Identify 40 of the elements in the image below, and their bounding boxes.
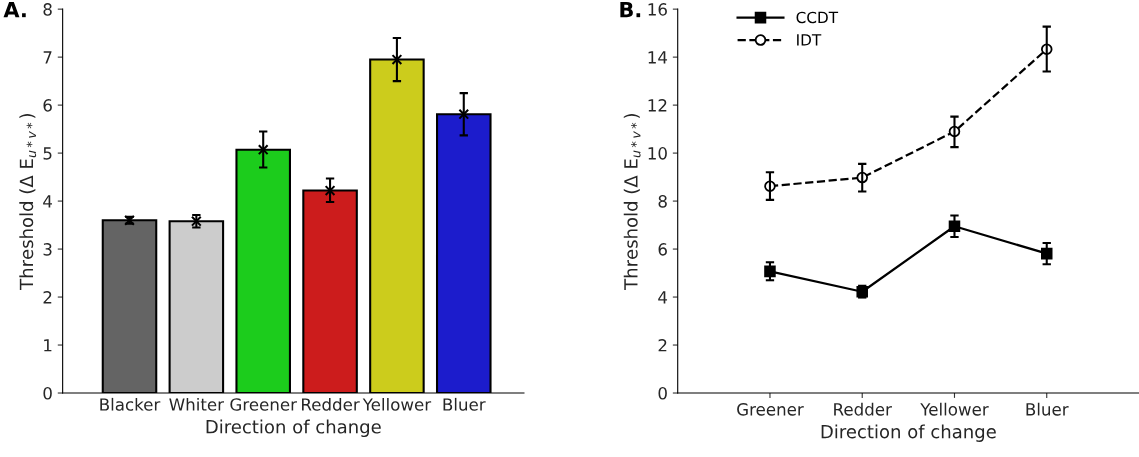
y-tick-label: 3 — [43, 243, 52, 256]
y-tick-label: 2 — [43, 291, 52, 304]
chart-title: A. — [3, 1, 26, 18]
chart-title: B. — [620, 1, 641, 18]
y-axis-title: Threshold (Δ E$_{u*v*}$) — [623, 114, 641, 290]
y-tick-label: 16 — [648, 3, 667, 16]
x-tick-label: Whiter — [169, 397, 225, 411]
x-tick-label: Yellower — [920, 402, 989, 416]
x-tick-label: Greener — [737, 403, 804, 416]
y-tick-label: 10 — [648, 147, 667, 160]
y-axis-title: Threshold (Δ E$_{u*v*}$) — [19, 114, 37, 290]
legend-label: IDT — [797, 34, 822, 46]
x-tick-label: Greener — [230, 398, 297, 411]
x-axis-title: Direction of change — [206, 419, 381, 438]
y-tick-label: 0 — [658, 386, 667, 400]
y-tick-label: 14 — [648, 51, 668, 64]
x-tick-label: Redder — [302, 397, 360, 411]
y-tick-label: 7 — [43, 51, 52, 64]
point — [458, 108, 470, 120]
y-tick-label: 4 — [43, 195, 52, 208]
x-tick-label: Blacker — [100, 397, 161, 411]
y-tick-label: 1 — [44, 339, 52, 352]
y-tick-label: 6 — [43, 99, 52, 112]
y-tick-label: 12 — [648, 99, 667, 112]
y-tick-label: 2 — [658, 339, 667, 352]
x-axis-title: Direction of change — [821, 424, 996, 442]
x-tick-label: Redder — [834, 402, 892, 416]
point — [257, 144, 269, 156]
x-tick-label: Bluer — [1026, 402, 1069, 416]
y-tick-label: 8 — [43, 3, 52, 16]
point — [391, 54, 403, 65]
x-tick-label: Bluer — [443, 397, 486, 411]
y-tick-label: 6 — [658, 243, 667, 256]
point — [324, 185, 336, 196]
legend-label: CCDT — [796, 11, 839, 24]
y-tick-label: 0 — [43, 386, 52, 400]
x-tick-label: Yellower — [362, 397, 432, 411]
y-tick-label: 4 — [658, 291, 668, 304]
y-tick-label: 5 — [43, 147, 52, 160]
y-tick-label: 8 — [658, 195, 667, 208]
